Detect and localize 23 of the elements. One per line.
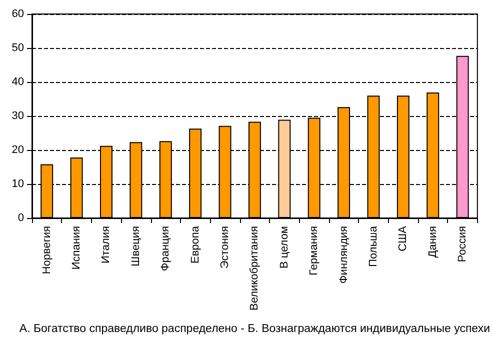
- x-tick-label: Дания: [426, 226, 439, 258]
- y-tick-label: 30: [12, 110, 24, 122]
- x-tick-label: В целом: [278, 226, 290, 269]
- y-tick-label: 60: [12, 8, 24, 20]
- x-tick-label: Франция: [160, 226, 172, 272]
- x-axis-title: А. Богатство справедливо распределено - Б. Вознаграждаются индивидуальные успехи: [19, 323, 490, 335]
- x-tick-label: Эстония: [219, 226, 232, 269]
- y-tick-label: 40: [12, 76, 24, 88]
- x-tick-label: Финляндия: [338, 226, 350, 284]
- y-tick-label: 20: [12, 144, 24, 156]
- y-tick-label: 10: [12, 178, 24, 190]
- x-tick-label: Испания: [70, 226, 83, 270]
- x-tick-label: США: [397, 225, 410, 252]
- x-tick-label: Европа: [189, 225, 202, 264]
- y-tick-label: 0: [18, 212, 24, 224]
- x-tick-label: Италия: [100, 226, 112, 264]
- x-tick-label: Польша: [367, 225, 380, 267]
- x-tick-label: Россия: [456, 226, 469, 262]
- x-tick-label: Швеция: [130, 226, 142, 266]
- x-tick-label: Великобритания: [248, 226, 261, 310]
- x-tick-label: Германия: [308, 226, 320, 276]
- y-tick-label: 50: [12, 42, 24, 54]
- x-tick-label: Норвегия: [40, 226, 53, 274]
